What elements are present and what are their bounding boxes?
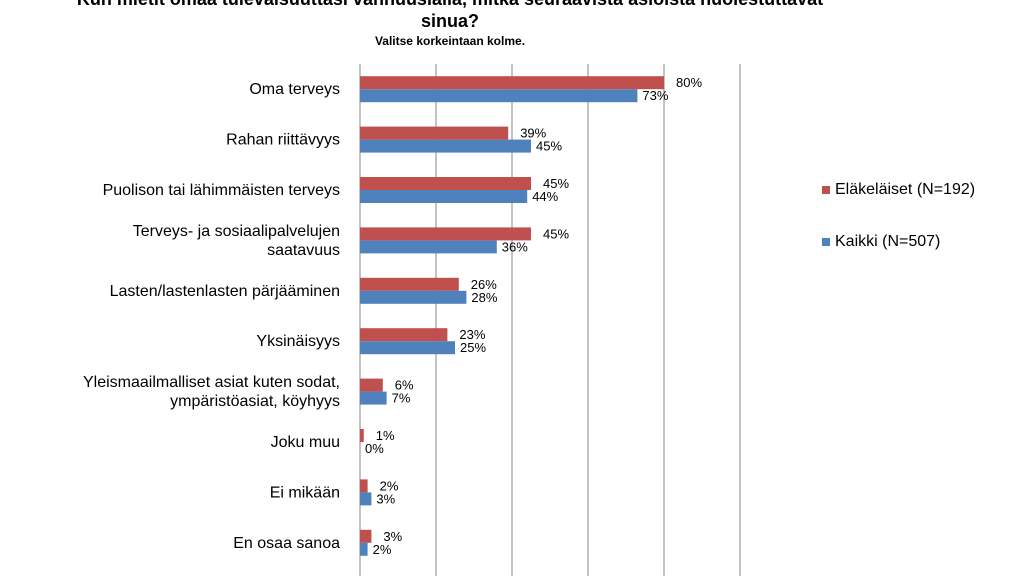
legend-label-elakelaiset: Eläkeläiset (N=192) bbox=[835, 181, 976, 198]
legend-item-kaikki: Kaikki (N=507) bbox=[822, 232, 1012, 252]
category-label: Yleismaailmalliset asiat kuten sodat, ymp… bbox=[83, 374, 340, 410]
bar bbox=[360, 542, 368, 556]
bar bbox=[360, 429, 364, 442]
data-label: 1% bbox=[376, 428, 395, 443]
legend-item-elakelaiset: Eläkeläiset (N=192) bbox=[822, 180, 1012, 200]
bar bbox=[360, 529, 372, 543]
chart-title-block: Kun mietit omaa tulevaisuuttasi vanhuusi… bbox=[0, 0, 900, 48]
legend-label-kaikki: Kaikki (N=507) bbox=[835, 233, 941, 250]
legend-swatch-elakelaiset bbox=[822, 186, 830, 194]
data-label: 26% bbox=[471, 277, 497, 292]
data-label: 6% bbox=[395, 378, 414, 393]
data-label: 2% bbox=[380, 478, 399, 493]
bar bbox=[360, 76, 664, 90]
bar bbox=[360, 240, 497, 254]
data-label: 3% bbox=[376, 491, 395, 506]
bar bbox=[360, 277, 459, 291]
category-label: Lasten/lastenlasten pärjääminen bbox=[110, 283, 340, 300]
bar bbox=[360, 126, 509, 140]
bar bbox=[360, 190, 528, 203]
data-label: 3% bbox=[383, 529, 402, 544]
category-label: Rahan riittävyys bbox=[226, 132, 340, 149]
data-label: 45% bbox=[543, 226, 569, 241]
bar bbox=[360, 479, 368, 493]
bar bbox=[360, 328, 448, 342]
data-label: 2% bbox=[373, 542, 392, 557]
category-label: Oma terveys bbox=[249, 81, 340, 98]
bar bbox=[360, 139, 531, 153]
category-label: Terveys- ja sosiaalipalvelujen saatavuus bbox=[133, 223, 340, 259]
data-label: 45% bbox=[543, 176, 569, 191]
chart-subtitle: Valitse korkeintaan kolme. bbox=[374, 34, 526, 48]
data-label: 7% bbox=[392, 391, 411, 406]
bar bbox=[360, 378, 383, 392]
legend: Eläkeläiset (N=192) Kaikki (N=507) bbox=[822, 180, 1012, 284]
data-label: 25% bbox=[460, 340, 486, 355]
category-label: Ei mikään bbox=[270, 484, 340, 501]
category-label: Joku muu bbox=[271, 434, 340, 451]
bar bbox=[360, 391, 387, 405]
category-label: Puolison tai lähimmäisten terveys bbox=[103, 182, 340, 199]
bar bbox=[360, 341, 455, 355]
data-label: 0% bbox=[365, 441, 384, 456]
data-label: 23% bbox=[459, 327, 485, 342]
legend-swatch-kaikki bbox=[822, 238, 830, 246]
category-label: En osaa sanoa bbox=[233, 535, 340, 552]
bar bbox=[360, 177, 531, 190]
category-label: Yksinäisyys bbox=[256, 333, 340, 350]
bar bbox=[360, 89, 638, 103]
data-label: 45% bbox=[536, 139, 562, 154]
chart-title: Kun mietit omaa tulevaisuuttasi vanhuusi… bbox=[77, 0, 823, 31]
data-label: 80% bbox=[676, 75, 702, 90]
bar bbox=[360, 290, 467, 304]
data-label: 44% bbox=[532, 189, 558, 204]
bar bbox=[360, 492, 372, 506]
data-label: 73% bbox=[642, 88, 668, 103]
data-label: 39% bbox=[520, 126, 546, 141]
data-label: 36% bbox=[502, 239, 528, 254]
bar bbox=[360, 227, 531, 241]
data-label: 28% bbox=[471, 290, 497, 305]
